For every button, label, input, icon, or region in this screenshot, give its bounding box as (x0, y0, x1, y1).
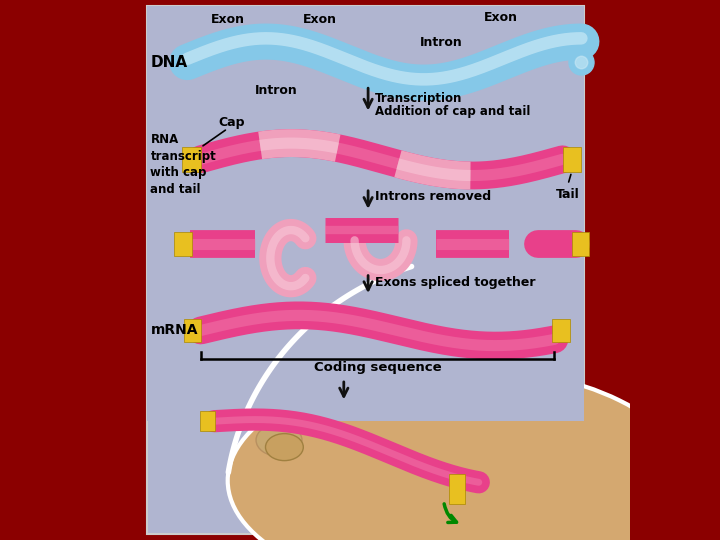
Text: Cap: Cap (218, 116, 245, 129)
Text: Exon: Exon (211, 13, 245, 26)
Text: Introns removed: Introns removed (375, 190, 491, 203)
Ellipse shape (266, 434, 303, 461)
Ellipse shape (228, 367, 687, 540)
Bar (562, 147, 581, 172)
Text: Exon: Exon (483, 11, 518, 24)
Text: Intron: Intron (255, 84, 297, 97)
Text: DNA: DNA (150, 55, 188, 70)
Text: Tail: Tail (556, 188, 580, 201)
Text: Transcription: Transcription (375, 92, 462, 105)
Text: mRNA: mRNA (150, 323, 198, 338)
Bar (200, 411, 215, 431)
Text: Addition of cap and tail: Addition of cap and tail (375, 105, 531, 118)
Bar (147, 6, 584, 534)
Text: Exon: Exon (302, 13, 336, 26)
Bar (184, 319, 201, 342)
Bar (182, 147, 201, 172)
FancyArrowPatch shape (444, 504, 456, 523)
Text: Intron: Intron (419, 36, 462, 49)
Bar (552, 319, 570, 342)
Text: RNA
transcript
with cap
and tail: RNA transcript with cap and tail (150, 133, 216, 196)
Bar (572, 232, 589, 256)
Bar (147, 6, 584, 421)
Text: Coding sequence: Coding sequence (314, 361, 441, 374)
Text: Exons spliced together: Exons spliced together (375, 276, 536, 289)
Ellipse shape (256, 424, 302, 456)
Bar (449, 474, 465, 503)
Bar (174, 232, 192, 256)
